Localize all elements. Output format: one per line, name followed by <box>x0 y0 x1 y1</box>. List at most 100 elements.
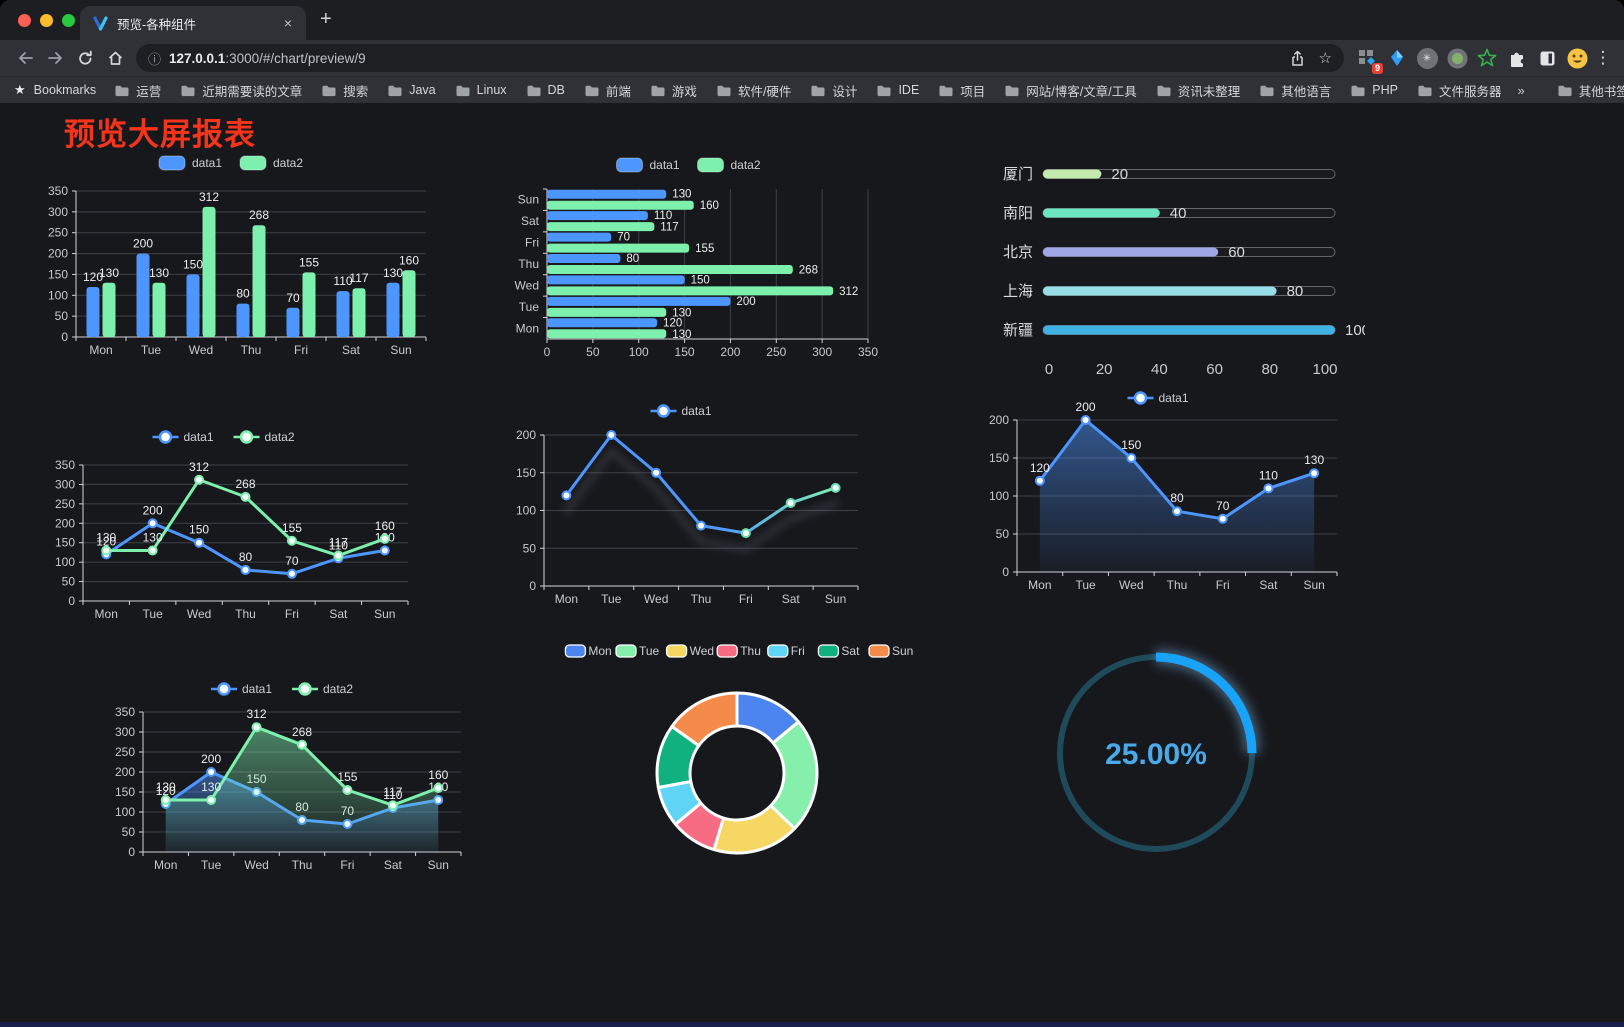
new-tab-button[interactable]: + <box>320 8 332 30</box>
svg-text:Mon: Mon <box>154 858 177 872</box>
chart-legend[interactable]: data1 data2 <box>616 157 761 173</box>
chart-area-single[interactable]: data1 0 50 100 150 200 Mon Tue Wed Thu Fri Sat Sun 12… <box>985 389 1351 595</box>
extension-kite-icon[interactable] <box>1382 44 1412 72</box>
bookmark-folder[interactable]: 其他语言 <box>1259 81 1331 100</box>
bookmark-folder[interactable]: 文件服务器 <box>1417 81 1501 100</box>
chart-legend[interactable]: Mon Tue Wed Thu Fri Sat Sun <box>564 644 913 658</box>
svg-text:50: 50 <box>523 541 537 555</box>
svg-text:100: 100 <box>989 489 1009 503</box>
other-bookmarks[interactable]: 其他书签 <box>1557 81 1624 100</box>
progress-row-新疆: 新疆 100 <box>1003 322 1365 339</box>
bookmark-folder[interactable]: 网站/博客/文章/工具 <box>1004 81 1137 100</box>
bookmark-folder[interactable]: Linux <box>455 83 507 97</box>
svg-text:Mon: Mon <box>555 592 578 606</box>
svg-text:120: 120 <box>83 270 103 284</box>
close-window-button[interactable] <box>18 14 31 27</box>
bookmark-folder-label: PHP <box>1372 83 1398 97</box>
svg-text:Fri: Fri <box>525 236 539 250</box>
svg-text:150: 150 <box>1121 438 1141 452</box>
svg-text:117: 117 <box>383 785 402 799</box>
bookmark-folder[interactable]: 资讯未整理 <box>1156 81 1241 100</box>
chart-svg: 厦门 20 南阳 40 北京 60 上海 80 新疆 100 0 20 40 60 80 100 <box>1003 166 1365 378</box>
chart-progress-bars[interactable]: 厦门 20 南阳 40 北京 60 上海 80 新疆 100 0 20 40 60 80 100 <box>985 158 1365 386</box>
chart-bar-grouped[interactable]: data1 data2 0 50 100 150 200 250 300 350 Mon Tue Wed… <box>40 147 440 365</box>
extension-command-icon[interactable]: ✳ <box>1412 44 1442 72</box>
bookmark-folder[interactable]: 游戏 <box>650 81 697 100</box>
bookmark-folder-label: 资讯未整理 <box>1177 84 1241 99</box>
browser-menu-icon[interactable]: ⋮ <box>1594 48 1612 67</box>
chart-legend[interactable]: data1 <box>650 404 712 418</box>
browser-tab[interactable]: 预览-各种组件 × <box>80 6 306 40</box>
svg-text:312: 312 <box>247 707 267 721</box>
svg-text:新疆: 新疆 <box>1003 322 1033 339</box>
bookmarks-label[interactable]: Bookmarks <box>33 83 97 97</box>
svg-text:250: 250 <box>766 345 786 359</box>
svg-text:312: 312 <box>199 190 219 204</box>
svg-text:data2: data2 <box>323 682 353 696</box>
tab-favicon <box>93 15 108 31</box>
bookmark-folder[interactable]: PHP <box>1350 83 1398 97</box>
fullscreen-window-button[interactable] <box>62 14 75 27</box>
chart-legend[interactable]: data1 data2 <box>158 155 303 171</box>
reload-icon[interactable] <box>70 44 100 72</box>
svg-text:200: 200 <box>736 296 755 308</box>
bookmark-folder[interactable]: 运营 <box>114 81 161 100</box>
url-bar[interactable]: ⓘ 127.0.0.1 :3000/#/chart/preview/9 ☆ <box>136 44 1344 72</box>
chart-gauge[interactable]: 25.00% <box>1040 638 1280 873</box>
chart-area-two-series[interactable]: data1 data2 0 50 100 150 200 250 300 350 Mon Tue Wed… <box>103 673 481 885</box>
url-host: 127.0.0.1 <box>169 50 226 66</box>
chart-legend[interactable]: data1 data2 <box>152 430 295 444</box>
bookmark-folder[interactable]: DB <box>526 83 565 97</box>
svg-text:155: 155 <box>299 255 319 269</box>
bookmarks-overflow-chevron[interactable]: » <box>1517 82 1525 98</box>
svg-text:120: 120 <box>96 534 116 548</box>
back-icon[interactable] <box>10 44 40 72</box>
chart-line-gradient[interactable]: data1 0 50 100 150 200 Mon Tue Wed Thu Fri Sat Sun <box>500 399 882 611</box>
extension-grid-icon[interactable]: 9 <box>1352 44 1383 74</box>
home-icon[interactable] <box>100 44 130 72</box>
svg-text:80: 80 <box>1261 361 1278 378</box>
chart-donut[interactable]: Mon Tue Wed Thu Fri Sat Sun <box>545 633 940 873</box>
donut-slice-Sun[interactable] <box>670 691 739 748</box>
svg-text:0: 0 <box>128 845 135 859</box>
bookmark-folder-label: 游戏 <box>671 84 697 99</box>
svg-text:200: 200 <box>133 237 153 251</box>
minimize-window-button[interactable] <box>40 14 53 27</box>
chart-legend[interactable]: data1 data2 <box>211 682 353 696</box>
split-view-icon[interactable] <box>1532 44 1562 72</box>
bookmark-folder[interactable]: 软件/硬件 <box>716 81 791 100</box>
bookmark-folder[interactable]: 项目 <box>938 81 985 100</box>
extensions-puzzle-icon[interactable] <box>1502 44 1532 72</box>
svg-text:268: 268 <box>292 725 312 739</box>
share-icon[interactable] <box>1290 50 1305 67</box>
bookmark-folder-label: 前端 <box>605 84 631 99</box>
svg-text:Mon: Mon <box>95 607 118 621</box>
bookmark-folder[interactable]: 设计 <box>810 81 857 100</box>
extension-star-icon[interactable] <box>1472 44 1502 72</box>
bookmark-star-icon[interactable]: ☆ <box>1318 50 1332 67</box>
bookmark-folder[interactable]: 前端 <box>584 81 631 100</box>
chart-line-two-series[interactable]: data1 data2 0 50 100 150 200 250 300 350 Mon Tue Wed… <box>45 423 422 635</box>
bookmarks-star-icon[interactable]: ★ <box>14 82 26 97</box>
bookmark-folder[interactable]: IDE <box>876 83 919 97</box>
svg-text:data1: data1 <box>1159 391 1189 405</box>
svg-text:150: 150 <box>691 274 710 286</box>
chart-bar-horizontal[interactable]: data1 data2 0 50 100 150 200 250 300 350 Sun Sat Fri… <box>505 153 890 365</box>
bookmark-folder[interactable]: Java <box>387 83 436 97</box>
emoji-extension-icon[interactable] <box>1562 44 1592 72</box>
svg-text:Thu: Thu <box>241 343 262 357</box>
svg-text:50: 50 <box>62 575 76 589</box>
bookmark-folder[interactable]: 搜索 <box>321 81 368 100</box>
extension-recorder-icon[interactable] <box>1442 44 1472 72</box>
svg-text:Fri: Fri <box>294 343 308 357</box>
svg-text:268: 268 <box>249 208 269 222</box>
svg-text:350: 350 <box>48 184 68 198</box>
bar-series-data2: 130 130 312 268 155 117 160 <box>99 190 419 337</box>
site-info-icon[interactable]: ⓘ <box>148 51 162 67</box>
tab-close-icon[interactable]: × <box>283 15 292 31</box>
svg-text:250: 250 <box>115 745 135 759</box>
chart-legend[interactable]: data1 <box>1127 391 1189 405</box>
svg-text:130: 130 <box>1304 453 1324 467</box>
bookmark-folder[interactable]: 近期需要读的文章 <box>180 81 302 100</box>
forward-icon[interactable] <box>40 44 70 72</box>
